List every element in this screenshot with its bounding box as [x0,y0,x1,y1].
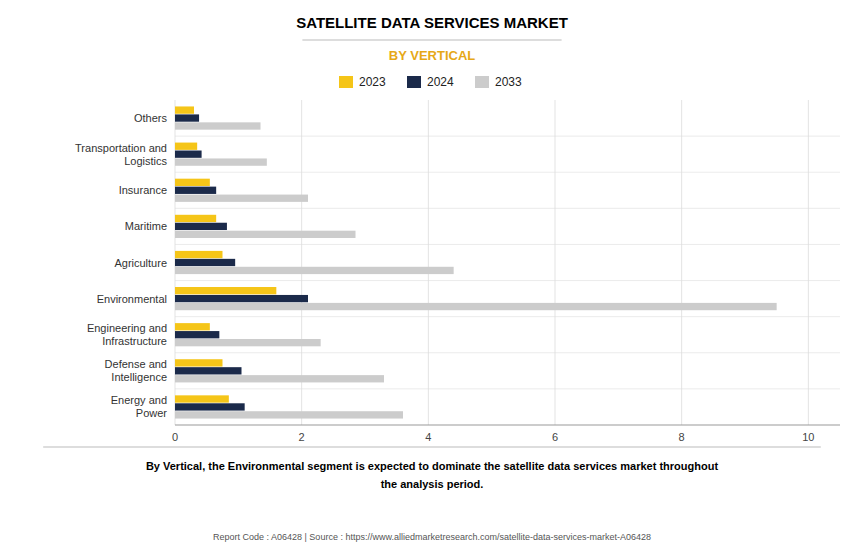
category-label: Engineering andInfrastructure [87,322,167,347]
bar [175,122,261,129]
group-separator [175,244,840,245]
source-text: Report Code : A06428 | Source : https://… [213,532,651,542]
text-line: Energy and [111,394,167,406]
legend-swatch [407,76,421,88]
text-line: Intelligence [111,371,167,383]
tick-label: 6 [552,431,558,443]
category-label: Insurance [119,184,167,196]
bar [175,187,216,194]
bar [175,375,384,382]
background [0,0,864,557]
bar [175,339,321,346]
bar [175,215,216,222]
bar [175,223,227,230]
chart: SATELLITE DATA SERVICES MARKET BY VERTICA… [0,0,864,557]
tick-label: 10 [802,431,814,443]
bar [175,331,219,338]
text-line: Defense and [105,358,167,370]
bar [175,143,197,150]
text-line: Maritime [125,220,167,232]
bar [175,179,210,186]
bar [175,151,202,158]
legend-label: 2024 [427,75,454,89]
group-separator [175,388,840,389]
title-rule [302,40,561,41]
bar [175,367,242,374]
bar [175,323,210,330]
grid-line [681,100,682,425]
bars [175,106,777,418]
bar [175,195,308,202]
group-separator [175,352,840,353]
bar [175,287,276,294]
category-label: Environmental [97,293,167,305]
grid-line [555,100,556,425]
bar [175,267,454,274]
group-separator [175,208,840,209]
group-separator [175,136,840,137]
text-line: Engineering and [87,322,167,334]
legend-label: 2033 [495,75,522,89]
text-line: Infrastructure [102,335,167,347]
group-separator [175,280,840,281]
tick-label: 4 [425,431,431,443]
tick-label: 8 [679,431,685,443]
text-line: Logistics [124,155,167,167]
bar [175,114,199,121]
text-line: Others [134,112,168,124]
bar [175,231,356,238]
bar [175,295,308,302]
tick-label: 0 [172,431,178,443]
bar [175,403,245,410]
text-line: By Vertical, the Environmental segment i… [146,460,719,472]
subtitle: BY VERTICAL [389,48,475,63]
legend-swatch [339,76,353,88]
category-label: Maritime [125,220,167,232]
category-label: Agriculture [114,257,167,269]
bar [175,359,223,366]
text-line: Power [136,407,168,419]
text-line: Environmental [97,293,167,305]
x-axis: 0 2 4 6 8 10 [172,100,815,443]
x-axis-line [175,425,840,426]
bar [175,259,235,266]
group-separator [175,316,840,317]
bar [175,303,777,310]
bar [175,395,229,402]
text-line: Transportation and [75,142,167,154]
legend-swatch [475,76,489,88]
category-label: Transportation andLogistics [75,142,167,167]
grid-line [428,100,429,425]
bar [175,411,403,418]
footer-text: By Vertical, the Environmental segment i… [146,460,719,490]
tick-label: 2 [299,431,305,443]
legend-label: 2023 [359,75,386,89]
text-line: Agriculture [114,257,167,269]
bar [175,251,223,258]
category-label: Defense andIntelligence [105,358,167,383]
text-line: the analysis period. [381,478,484,490]
text-line: Insurance [119,184,167,196]
group-separator [175,172,840,173]
title: SATELLITE DATA SERVICES MARKET [296,14,568,31]
y-axis: Energy andPower Defense andIntelligence En… [75,112,167,419]
category-label: Others [134,112,168,124]
footer-rule [43,447,821,448]
grid-line [808,100,809,425]
category-label: Energy andPower [111,394,168,419]
bar [175,158,267,165]
bar [175,106,194,113]
legend: 2023 2024 2033 [339,75,522,89]
